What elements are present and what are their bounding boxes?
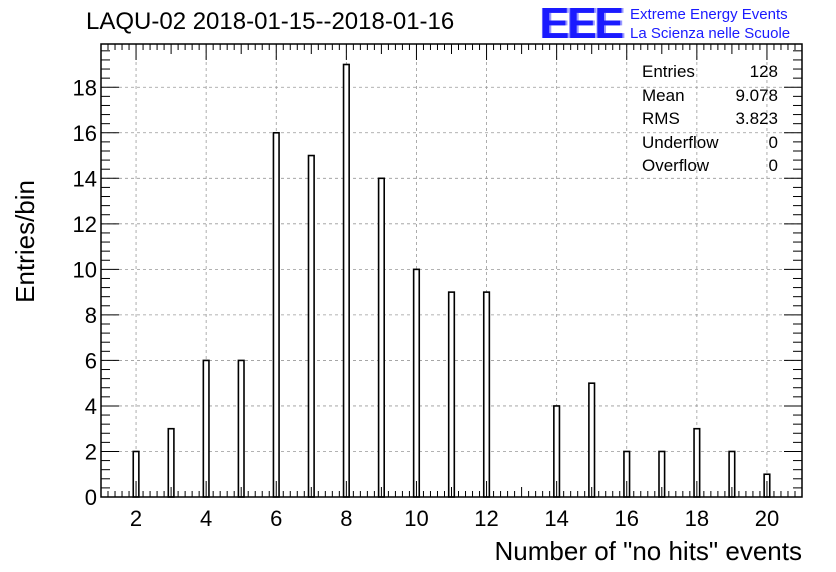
- stats-box: Entries 128 Mean 9.078 RMS 3.823 Underfl…: [642, 60, 778, 178]
- x-tick-label: 8: [340, 506, 352, 531]
- eee-logo: EEE Extreme Energy Events La Scienza nel…: [540, 2, 790, 46]
- stat-label: Underflow: [642, 132, 719, 152]
- y-tick-label: 18: [73, 75, 97, 100]
- x-tick-label: 4: [200, 506, 212, 531]
- y-axis-label-wrap: Entries/bin: [10, 180, 40, 303]
- bar: [342, 63, 350, 498]
- x-tick-label: 2: [130, 506, 142, 531]
- bar: [377, 177, 386, 498]
- y-tick-label: 12: [73, 212, 97, 237]
- logo-line-2: La Scienza nelle Scuole: [630, 25, 791, 42]
- stat-label: RMS: [642, 109, 680, 128]
- x-tick-label: 20: [755, 506, 779, 531]
- stat-value: 0: [768, 156, 778, 175]
- bar: [272, 131, 280, 498]
- stat-value: 0: [768, 132, 778, 152]
- bar: [237, 359, 245, 498]
- stat-value: 128: [749, 62, 778, 81]
- tick-labels: 2 4 6 8 10 12 14 16 18 20 0 2 4 6 8 10 12 14 16 18: [73, 75, 780, 531]
- bar: [447, 291, 456, 498]
- stat-label: Mean: [642, 85, 685, 105]
- stat-row-mean: Mean 9.078: [642, 84, 778, 108]
- y-tick-label: 0: [85, 485, 97, 510]
- stat-value: 9.078: [735, 85, 778, 105]
- axis-ticks: [100, 44, 803, 498]
- bar: [412, 268, 421, 498]
- x-tick-label: 18: [685, 506, 709, 531]
- stat-label: Overflow: [642, 156, 710, 175]
- bar: [482, 291, 491, 498]
- y-tick-label: 10: [73, 257, 97, 282]
- stat-row-overflow: Overflow 0: [642, 154, 778, 178]
- x-axis-label: Number of "no hits" events: [494, 536, 803, 566]
- y-tick-label: 8: [85, 303, 97, 328]
- bar: [167, 427, 175, 498]
- bar: [588, 382, 596, 498]
- stat-row-entries: Entries 128: [642, 60, 778, 84]
- stat-row-underflow: Underflow 0: [642, 131, 778, 155]
- y-tick-label: 14: [73, 166, 97, 191]
- y-axis-label: Entries/bin: [10, 180, 40, 303]
- bars: [132, 63, 771, 498]
- logo-text: Extreme Energy Events La Scienza nelle S…: [630, 5, 790, 43]
- x-tick-label: 10: [404, 506, 428, 531]
- chart-title: LAQU-02 2018-01-15--2018-01-16: [86, 8, 455, 35]
- y-tick-label: 16: [73, 121, 97, 146]
- bar: [202, 359, 210, 498]
- x-tick-label: 16: [615, 506, 639, 531]
- stat-value: 3.823: [735, 109, 778, 128]
- y-tick-label: 2: [85, 439, 97, 464]
- logo-line-1: Extreme Energy Events: [630, 6, 788, 23]
- stat-label: Entries: [642, 62, 695, 81]
- logo-mark: EEE: [540, 0, 624, 48]
- stat-row-rms: RMS 3.823: [642, 107, 778, 131]
- bar: [307, 154, 315, 498]
- x-tick-label: 12: [474, 506, 498, 531]
- y-tick-label: 6: [85, 348, 97, 373]
- x-tick-label: 6: [270, 506, 282, 531]
- x-tick-label: 14: [544, 506, 568, 531]
- y-tick-label: 4: [85, 394, 97, 419]
